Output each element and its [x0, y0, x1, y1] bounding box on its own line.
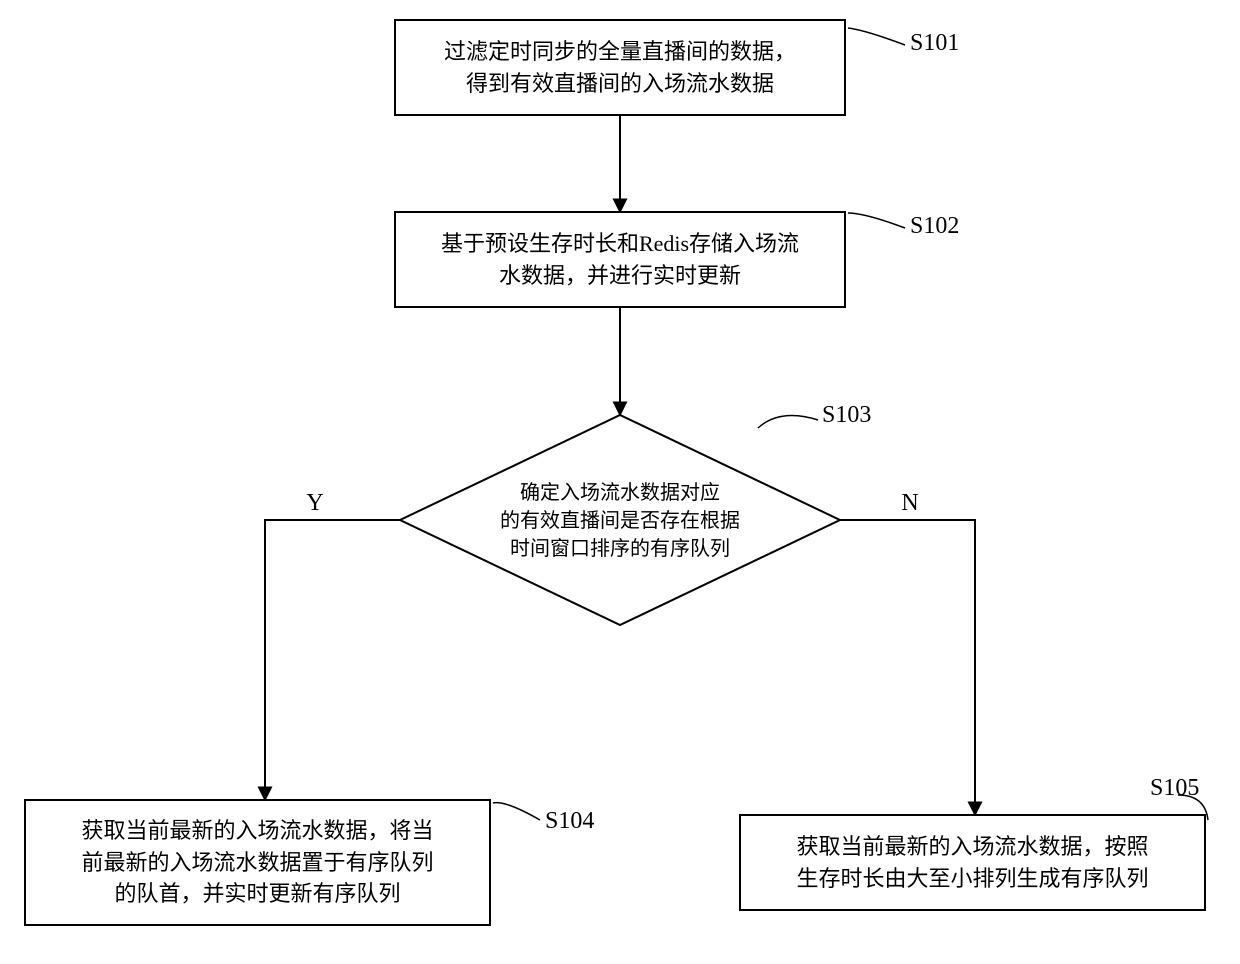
leader-s102	[848, 213, 905, 228]
step-label-s102: S102	[910, 213, 959, 239]
node-s102: 基于预设生存时长和Redis存储入场流水数据，并进行实时更新	[395, 212, 845, 307]
leader-s104	[493, 803, 540, 820]
edge-label-yes: Y	[306, 490, 323, 516]
leader-s103	[758, 416, 818, 429]
leader-s101	[848, 28, 905, 45]
step-label-s104: S104	[545, 808, 594, 834]
node-s104: 获取当前最新的入场流水数据，将当前最新的入场流水数据置于有序队列的队首，并实时更…	[25, 800, 490, 925]
node-s105: 获取当前最新的入场流水数据，按照生存时长由大至小排列生成有序队列	[740, 815, 1205, 910]
flowchart-canvas: Y N 过滤定时同步的全量直播间的数据，得到有效直播间的入场流水数据 基于预设生…	[0, 0, 1240, 964]
step-label-s105: S105	[1150, 775, 1199, 801]
node-s102-text: 基于预设生存时长和Redis存储入场流水数据，并进行实时更新	[441, 228, 799, 292]
node-s104-text: 获取当前最新的入场流水数据，将当前最新的入场流水数据置于有序队列的队首，并实时更…	[81, 815, 433, 911]
node-s103: 确定入场流水数据对应的有效直播间是否存在根据时间窗口排序的有序队列	[400, 415, 840, 625]
edge-s103-s105	[840, 520, 975, 815]
node-s105-text: 获取当前最新的入场流水数据，按照生存时长由大至小排列生成有序队列	[796, 831, 1148, 895]
edge-s103-s104	[265, 520, 400, 800]
step-label-s101: S101	[910, 30, 959, 56]
step-label-s103: S103	[822, 402, 871, 428]
edge-label-no: N	[901, 490, 918, 516]
node-s101-text: 过滤定时同步的全量直播间的数据，得到有效直播间的入场流水数据	[444, 36, 796, 100]
node-s103-text: 确定入场流水数据对应的有效直播间是否存在根据时间窗口排序的有序队列	[500, 479, 740, 563]
node-s101: 过滤定时同步的全量直播间的数据，得到有效直播间的入场流水数据	[395, 20, 845, 115]
